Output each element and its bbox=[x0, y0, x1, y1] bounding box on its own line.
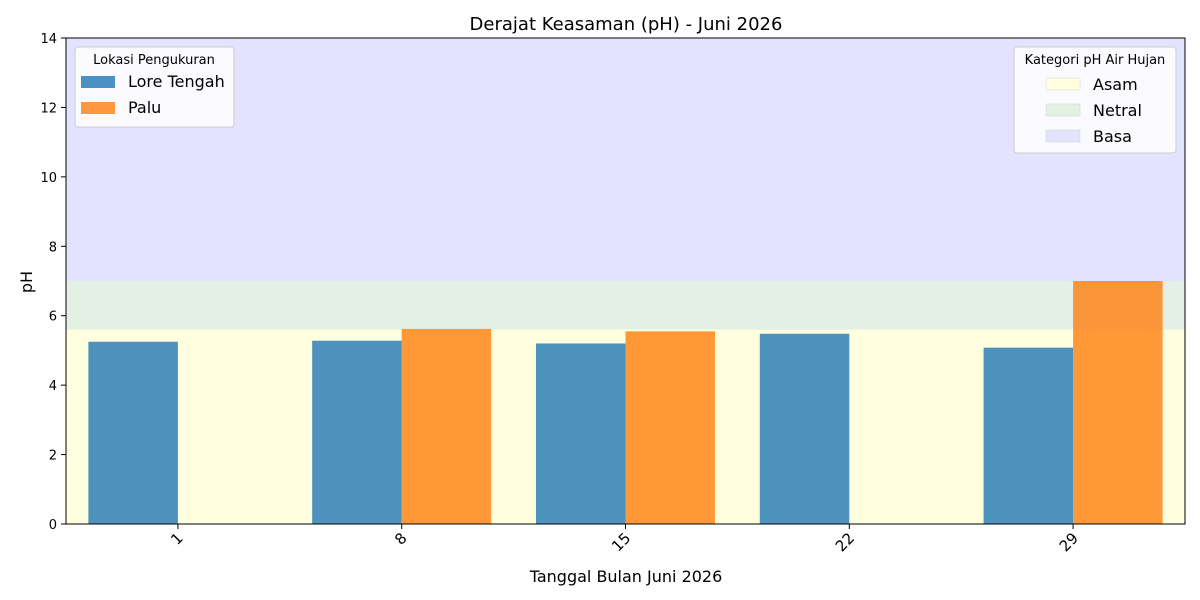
y-tick-label: 14 bbox=[40, 32, 57, 47]
y-tick-label: 2 bbox=[49, 449, 57, 464]
legend-label: Asam bbox=[1093, 75, 1138, 94]
bar-palu-15 bbox=[625, 331, 716, 524]
legend-swatch bbox=[81, 76, 115, 88]
bar-lore-tengah-29 bbox=[983, 347, 1074, 524]
y-tick-label: 4 bbox=[49, 379, 57, 394]
legend-label: Palu bbox=[128, 98, 161, 117]
legend-bands-title: Kategori pH Air Hujan bbox=[1025, 53, 1166, 68]
x-axis-label: Tanggal Bulan Juni 2026 bbox=[529, 567, 723, 586]
chart-title: Derajat Keasaman (pH) - Juni 2026 bbox=[470, 14, 783, 35]
bar-lore-tengah-22 bbox=[759, 333, 850, 524]
legend-label: Lore Tengah bbox=[128, 72, 225, 91]
bar-lore-tengah-1 bbox=[88, 341, 178, 524]
x-tick-label: 22 bbox=[832, 529, 858, 555]
y-tick-label: 12 bbox=[40, 101, 57, 116]
bar-lore-tengah-15 bbox=[535, 343, 626, 524]
legend-label: Netral bbox=[1093, 101, 1142, 120]
legend-swatch bbox=[1045, 77, 1081, 91]
bar-palu-8 bbox=[401, 328, 492, 524]
band-basa bbox=[66, 38, 1185, 281]
y-tick-label: 8 bbox=[49, 240, 57, 255]
x-tick-label: 29 bbox=[1056, 529, 1082, 555]
bar-lore-tengah-8 bbox=[312, 340, 402, 524]
legend-series-title: Lokasi Pengukuran bbox=[93, 53, 215, 68]
y-tick-label: 6 bbox=[49, 310, 57, 325]
y-axis: 0 2 4 6 8 10 12 14 bbox=[40, 32, 66, 533]
y-tick-label: 10 bbox=[40, 171, 57, 186]
x-tick-label: 15 bbox=[608, 529, 634, 555]
bar-palu-29 bbox=[1073, 281, 1163, 524]
y-tick-label: 0 bbox=[49, 518, 57, 533]
legend-label: Basa bbox=[1093, 127, 1132, 146]
legend-bands-box bbox=[1013, 46, 1177, 154]
legend-swatch bbox=[1045, 129, 1081, 143]
x-tick-label: 1 bbox=[167, 529, 186, 548]
legend-swatch bbox=[1045, 103, 1081, 117]
bars bbox=[88, 281, 1163, 524]
legend-series: Lokasi Pengukuran Lore Tengah Palu bbox=[74, 46, 235, 128]
legend-bands: Kategori pH Air Hujan Asam Netral Basa bbox=[1013, 46, 1177, 154]
y-axis-label: pH bbox=[17, 271, 36, 293]
x-axis: 1 8 15 22 29 bbox=[167, 524, 1082, 555]
x-tick-label: 8 bbox=[391, 529, 410, 548]
legend-swatch bbox=[81, 102, 115, 114]
band-netral bbox=[66, 281, 1185, 330]
